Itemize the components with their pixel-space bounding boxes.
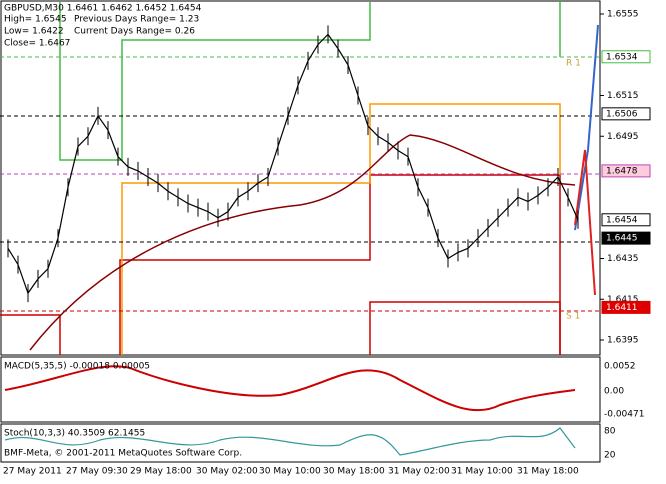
time-label: 30 May 10:00 — [259, 467, 321, 477]
macd-scale: 0.0052 — [604, 362, 636, 372]
price-label: 1.6495 — [607, 132, 639, 142]
price-marker-label: 1.6454 — [606, 215, 638, 225]
time-label: 30 May 02:00 — [196, 467, 258, 477]
time-label: 27 May 2011 — [3, 467, 62, 477]
price-marker — [601, 50, 651, 64]
copyright: BMF-Meta, © 2001-2011 MetaQuotes Softwar… — [4, 449, 242, 459]
price-marker-label: 1.6506 — [606, 109, 638, 119]
forecast-arrow — [574, 149, 596, 296]
forecast-arrow — [574, 24, 599, 231]
price-line — [7, 33, 579, 295]
header-high: High= 1.6545 — [4, 15, 67, 25]
stoch-frame — [0, 423, 601, 463]
header-close: Close= 1.6467 — [4, 39, 70, 49]
header-low: Low= 1.6422 — [4, 27, 64, 37]
stoch-line — [4, 427, 576, 456]
pivot-line — [119, 174, 561, 355]
price-marker — [601, 107, 651, 121]
price-label: 1.6415 — [607, 295, 639, 305]
time-label: 29 May 18:00 — [130, 467, 192, 477]
time-label: 27 May 09:30 — [66, 467, 128, 477]
time-label: 31 May 18:00 — [517, 467, 579, 477]
time-label: 31 May 10:00 — [451, 467, 513, 477]
price-label: 1.6515 — [607, 91, 639, 101]
price-marker-label: 1.6534 — [606, 52, 638, 62]
price-marker — [601, 231, 651, 245]
price-marker-label: 1.6478 — [606, 166, 638, 176]
stoch-scale: 80 — [604, 427, 616, 437]
macd-signal — [4, 365, 576, 412]
moving-average — [29, 134, 576, 351]
price-label: 1.6555 — [607, 10, 639, 20]
time-label: 31 May 02:00 — [388, 467, 450, 477]
pivot-line — [59, 2, 371, 161]
macd-scale: 0.00 — [604, 387, 624, 397]
price-marker-label: 1.6411 — [606, 303, 638, 313]
price-label: 1.6435 — [607, 254, 639, 264]
price-marker — [601, 164, 651, 178]
price-marker-label: 1.6445 — [606, 234, 638, 244]
time-label: 30 May 18:00 — [323, 467, 385, 477]
header-prev-range: Previous Days Range= 1.23 — [74, 15, 199, 25]
header-cur-range: Current Days Range= 0.26 — [74, 27, 195, 37]
price-marker — [601, 213, 651, 227]
pivot-line — [369, 301, 561, 355]
pivot-lines — [0, 2, 600, 355]
stoch-label: Stoch(10,3,3) 40.3509 62.1455 — [4, 429, 145, 439]
s1-label: S 1 — [566, 312, 580, 322]
macd-scale: -0.00471 — [604, 410, 644, 420]
r1-label: R 1 — [566, 59, 581, 69]
price-label: 1.6395 — [607, 336, 639, 346]
macd-label: MACD(5,35,5) -0.00018 0.00005 — [4, 362, 150, 372]
main-frame — [0, 0, 601, 356]
stoch-scale: 20 — [604, 451, 616, 461]
macd-frame — [0, 356, 601, 423]
header-symbol: GBPUSD,M30 1.6461 1.6462 1.6452 1.6454 — [4, 4, 202, 14]
price-marker — [601, 300, 651, 314]
